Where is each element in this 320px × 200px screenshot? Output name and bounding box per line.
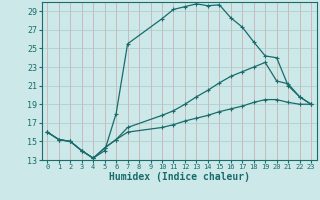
X-axis label: Humidex (Indice chaleur): Humidex (Indice chaleur) (109, 172, 250, 182)
